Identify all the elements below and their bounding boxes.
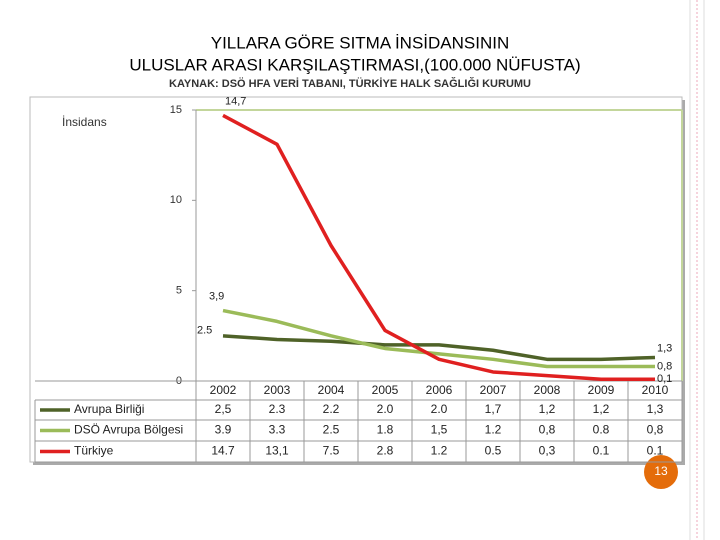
table-cell: 0.1	[593, 444, 610, 458]
table-cell: 1.8	[377, 423, 394, 437]
table-cell: 1.2	[431, 444, 448, 458]
table-cell: 1,5	[431, 423, 448, 437]
legend-label: Avrupa Birliği	[74, 402, 144, 416]
table-cell: 1,2	[593, 402, 610, 416]
series-line	[222, 308, 655, 369]
table-cell: 1,7	[485, 402, 502, 416]
table-cell: 3.9	[215, 423, 232, 437]
x-tick-label: 2002	[210, 383, 237, 397]
x-tick-label: 2006	[426, 383, 453, 397]
x-tick-label: 2009	[588, 383, 615, 397]
table-cell: 2.2	[323, 402, 340, 416]
data-label: 14,7	[225, 95, 246, 107]
table-cell: 0.1	[647, 444, 664, 458]
subtitle: ULUSLAR ARASI KARŞILAŞTIRMASI,(100.000 N…	[129, 55, 580, 74]
y-tick-label: 5	[176, 285, 182, 297]
page-number-badge	[644, 455, 678, 489]
table-cell: 1,3	[647, 402, 664, 416]
table-cell: 1.2	[485, 423, 502, 437]
data-label: 3,9	[209, 290, 224, 302]
table-cell: 2.0	[377, 402, 394, 416]
table-cell: 0.8	[593, 423, 610, 437]
y-tick-label: 10	[170, 194, 182, 206]
table-cell: 0,3	[539, 444, 556, 458]
data-label: 1,3	[657, 342, 672, 354]
x-tick-label: 2004	[318, 383, 345, 397]
x-tick-label: 2010	[642, 383, 669, 397]
table-cell: 0,8	[647, 423, 664, 437]
page-number: 13	[654, 464, 668, 478]
legend-label: DSÖ Avrupa Bölgesi	[74, 423, 183, 437]
chart-box	[29, 96, 683, 463]
table-cell: 2,5	[215, 402, 232, 416]
table-cell: 0.5	[485, 444, 502, 458]
data-label: 2.5	[197, 325, 212, 337]
legend-label: Türkiye	[74, 444, 114, 458]
table-cell: 2.5	[323, 423, 340, 437]
y-tick-label: 15	[170, 104, 182, 116]
x-tick-label: 2008	[534, 383, 561, 397]
source: KAYNAK: DSÖ HFA VERİ TABANI, TÜRKİYE HAL…	[169, 77, 531, 90]
table-cell: 14.7	[211, 444, 235, 458]
x-tick-label: 2005	[372, 383, 399, 397]
title: YILLARA GÖRE SITMA İNSİDANSININ	[211, 33, 510, 52]
x-tick-label: 2003	[264, 383, 291, 397]
table-cell: 2.3	[269, 402, 286, 416]
data-label: 0,8	[657, 360, 672, 372]
table-cell: 0,8	[539, 423, 556, 437]
table-cell: 2.0	[431, 402, 448, 416]
data-label: 0,1	[657, 373, 672, 385]
table-cell: 2.8	[377, 444, 394, 458]
y-axis-label: İnsidans	[62, 115, 107, 129]
table-cell: 1,2	[539, 402, 556, 416]
series-line	[222, 113, 655, 381]
table-cell: 3.3	[269, 423, 286, 437]
series-line	[222, 334, 656, 362]
x-tick-label: 2007	[480, 383, 507, 397]
table-cell: 13,1	[265, 444, 289, 458]
table-cell: 7.5	[323, 444, 340, 458]
